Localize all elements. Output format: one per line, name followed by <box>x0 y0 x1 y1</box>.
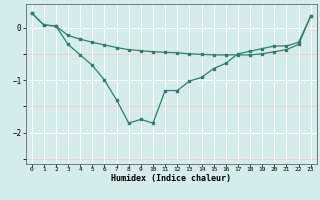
X-axis label: Humidex (Indice chaleur): Humidex (Indice chaleur) <box>111 174 231 183</box>
